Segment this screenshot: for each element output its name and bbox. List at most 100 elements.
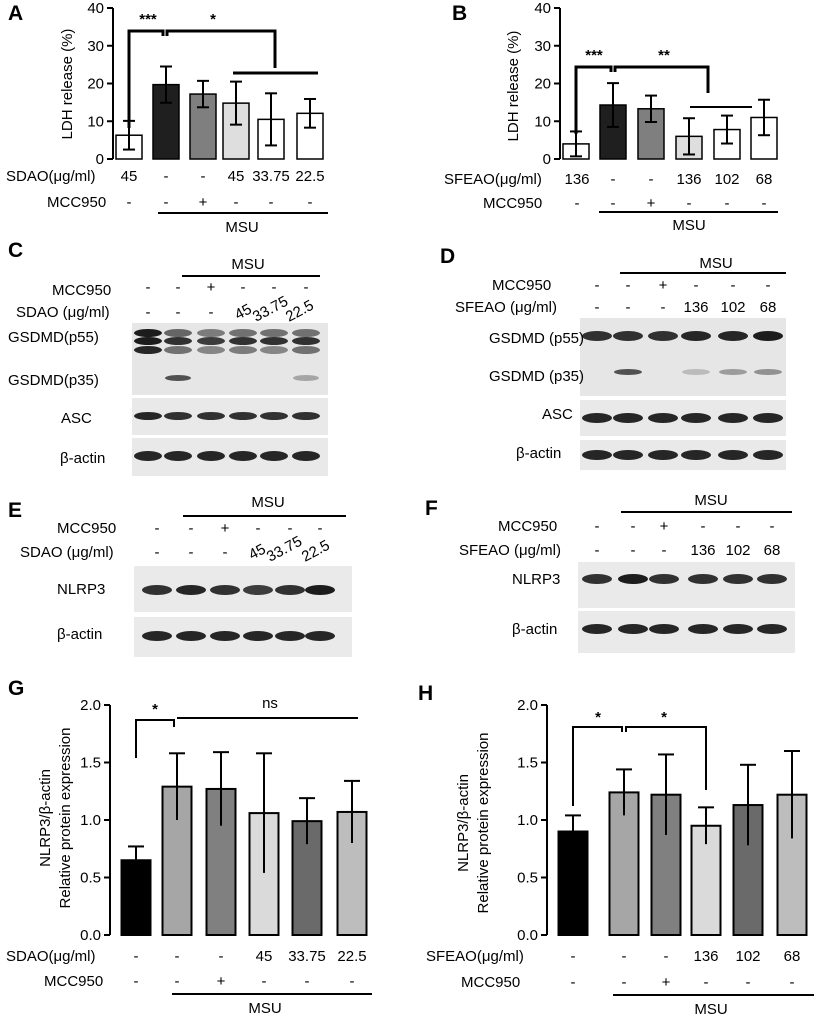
panel-e-band: [142, 585, 172, 595]
panel-a-cond-6-1: 22.5: [295, 168, 324, 185]
panel-c-band: [134, 346, 162, 354]
panel-h-y-tick-label: 0.5: [517, 870, 538, 887]
panel-c-band: [134, 337, 162, 345]
panel-b-significance-1: ***: [585, 47, 603, 64]
panel-e-row-label-1: MCC950: [57, 520, 116, 537]
panel-h-bracket-2: [625, 726, 707, 790]
panel-b-significance-2: **: [658, 47, 670, 64]
panel-g-cond-4-2: -: [262, 973, 267, 990]
panel-c-band: [197, 412, 225, 420]
panel-d-cond-4-1: -: [694, 277, 699, 294]
panel-g-chart: NLRP3/β-actin Relative protein expressio…: [6, 695, 372, 1017]
panel-e-blot-label-1: NLRP3: [57, 581, 105, 598]
panel-h-cond-6-1: 68: [784, 948, 801, 965]
panel-c-cond-2-1: -: [176, 279, 181, 296]
panel-f-band: [757, 624, 787, 634]
panel-b-y-tick-label: 30: [534, 38, 551, 55]
panel-g-cond-2-1: -: [175, 948, 180, 965]
panel-f-band: [582, 574, 612, 584]
panel-c-band: [197, 451, 225, 461]
panel-e-band: [243, 631, 273, 641]
panel-c-band: [229, 412, 257, 420]
panel-c-band: [197, 329, 225, 337]
panel-d-band: [753, 413, 783, 423]
panel-a-y-tick-label: 20: [87, 76, 104, 93]
panel-b-cond-3-2: +: [647, 195, 656, 212]
panel-c-cond-3-2: -: [209, 304, 214, 321]
panel-label-a: A: [8, 2, 23, 25]
panel-e-band: [305, 585, 335, 595]
panel-f-cond-3-1: +: [660, 518, 669, 535]
panel-h-bar: [776, 793, 808, 937]
panel-c-band: [260, 412, 288, 420]
panel-f-cond-6-2: 68: [764, 542, 781, 559]
panel-f-band: [723, 574, 753, 584]
panel-f-cond-2-2: -: [631, 542, 636, 559]
panel-c-band: [260, 329, 288, 337]
panel-g-cond-6-2: -: [350, 973, 355, 990]
panel-b-cond-1-1: 136: [564, 171, 589, 188]
panel-a-cond-4-1: 45: [228, 168, 245, 185]
panel-c-band: [229, 329, 257, 337]
panel-c-band: [229, 337, 257, 345]
panel-e-cond-6-1: -: [318, 520, 323, 537]
panel-a-bracket-1: [127, 29, 165, 128]
panel-d-cond-5-2: 102: [720, 299, 745, 316]
panel-a-cond-5-1: 33.75: [252, 168, 290, 185]
panel-c-band: [229, 451, 257, 461]
panel-d-band: [648, 413, 678, 423]
panel-e-blot: MSU MCC950 SDAO (μg/ml) - - + - - - - - …: [20, 494, 352, 657]
panel-c-cond-4-1: -: [241, 279, 246, 296]
panel-c-band: [164, 346, 192, 354]
panel-a-y-tick-label: 30: [87, 38, 104, 55]
panel-c-band: [165, 375, 191, 381]
panel-a-row-label-2: MCC950: [47, 194, 106, 211]
panel-label-h: H: [418, 682, 433, 705]
panel-c-band: [134, 412, 162, 420]
panel-b-group-label: MSU: [672, 217, 705, 234]
panel-c-row-label-2: SDAO (μg/ml): [16, 304, 110, 321]
panel-d-cond-3-1: +: [659, 277, 668, 294]
panel-f-cond-4-2: 136: [690, 542, 715, 559]
panel-d-band: [648, 331, 678, 341]
panel-e-cond-4-2: 45: [246, 541, 269, 564]
panel-d-band: [753, 450, 783, 460]
panel-c-blot-label-4: β-actin: [60, 450, 105, 467]
panel-f-band: [688, 624, 718, 634]
panel-c-band: [164, 337, 192, 345]
panel-c-band: [292, 346, 320, 354]
panel-g-y-tick-label: 1.0: [80, 812, 101, 829]
panel-c-band: [292, 451, 320, 461]
panel-h-cond-4-1: 136: [693, 948, 718, 965]
panel-a-cond-3-2: +: [199, 194, 208, 211]
panel-h-row-label-2: MCC950: [461, 974, 520, 991]
panel-g-cond-1-1: -: [134, 948, 139, 965]
panel-g-y-axis-label-2: Relative protein expression: [57, 728, 74, 909]
panel-f-band: [723, 624, 753, 634]
panel-c-band: [134, 451, 162, 461]
panel-h-cond-5-2: -: [746, 974, 751, 991]
panel-c-blot-label-2: GSDMD(p35): [8, 372, 99, 389]
panel-e-cond-3-1: +: [221, 520, 230, 537]
panel-e-cond-2-1: -: [189, 520, 194, 537]
panel-f-blot-label-1: NLRP3: [512, 571, 560, 588]
panel-h-cond-5-1: 102: [735, 948, 760, 965]
panel-b-cond-1-2: -: [575, 195, 580, 212]
panel-c-band: [260, 337, 288, 345]
panel-f-cond-3-2: -: [662, 542, 667, 559]
panel-c-band: [260, 346, 288, 354]
panel-d-cond-6-1: -: [766, 277, 771, 294]
panel-e-band: [210, 631, 240, 641]
panel-d-membrane-gsdmd: [580, 318, 786, 396]
panel-f-cond-6-1: -: [770, 518, 775, 535]
panel-d-group-label: MSU: [699, 255, 732, 272]
panel-c-band: [229, 346, 257, 354]
panel-f-band: [688, 574, 718, 584]
panel-a-y-tick-label: 10: [87, 113, 104, 130]
panel-f-band: [649, 624, 679, 634]
panel-d-cond-2-1: -: [626, 277, 631, 294]
panel-g-cond-3-1: -: [219, 948, 224, 965]
panel-h-y-tick-label: 1.5: [517, 755, 538, 772]
panel-c-cond-6-2: 22.5: [283, 297, 317, 326]
panel-b-cond-5-2: -: [725, 195, 730, 212]
